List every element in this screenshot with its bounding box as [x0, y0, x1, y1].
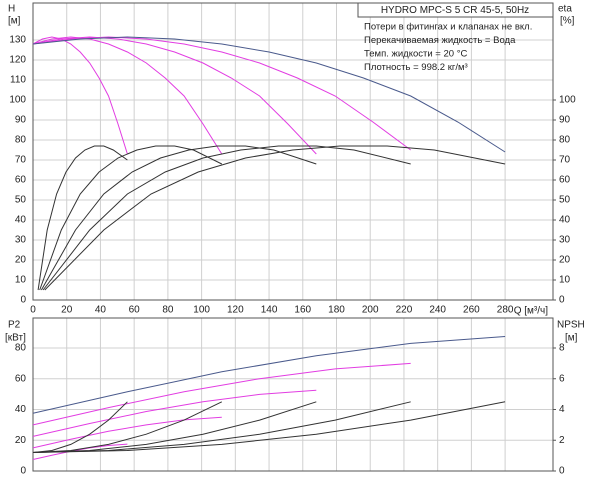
y-tick-label: 50	[15, 195, 27, 206]
y-tick-label: 90	[15, 115, 27, 126]
plot-frame	[32, 2, 554, 301]
curve	[32, 36, 128, 155]
y-tick-label: 80	[15, 343, 27, 354]
y-axis-label: P2	[8, 320, 21, 331]
plot-frame	[32, 317, 554, 472]
y2-tick-label: 70	[559, 155, 571, 166]
x-tick-label: 240	[429, 305, 446, 316]
x-tick-label: 140	[261, 305, 278, 316]
y-axis-unit: [м]	[8, 16, 21, 27]
curve	[32, 36, 317, 155]
y2-tick-label: 8	[559, 343, 565, 354]
y-tick-label: 60	[15, 373, 27, 384]
y-tick-label: 120	[9, 55, 26, 66]
y2-tick-label: 4	[559, 404, 565, 415]
y2-tick-label: 0	[559, 295, 565, 306]
curve	[32, 401, 506, 453]
curve	[32, 443, 128, 460]
y2-tick-label: 40	[559, 215, 571, 226]
x-tick-label: 260	[463, 305, 480, 316]
curve	[32, 416, 222, 449]
curve	[42, 145, 411, 291]
x-axis-label: Q [м³/ч]	[514, 306, 549, 317]
y2-tick-label: 80	[559, 135, 571, 146]
x-tick-label: 0	[30, 305, 36, 316]
y2-tick-label: 30	[559, 235, 571, 246]
curve	[32, 36, 506, 153]
y-tick-label: 100	[9, 95, 26, 106]
title-box	[357, 2, 554, 18]
x-tick-label: 220	[396, 305, 413, 316]
x-tick-label: 20	[61, 305, 73, 316]
y-tick-label: 80	[15, 135, 27, 146]
curve	[32, 401, 223, 453]
curve	[32, 36, 411, 151]
x-tick-label: 60	[129, 305, 141, 316]
y-axis-unit: [кВт]	[5, 333, 26, 344]
y2-axis-unit: [%]	[560, 16, 575, 27]
x-tick-label: 200	[362, 305, 379, 316]
y-tick-label: 60	[15, 175, 27, 186]
y-axis-label: H	[8, 4, 15, 15]
x-tick-label: 120	[227, 305, 244, 316]
annotation: Темп. жидкости = 20 °C	[364, 49, 467, 60]
y2-axis-unit: [м]	[565, 333, 578, 344]
y-tick-label: 20	[15, 435, 27, 446]
annotation: Перекачиваемая жидкость = Вода	[364, 35, 516, 46]
curve	[32, 36, 223, 155]
annotation: Плотность = 998.2 кг/м³	[364, 62, 468, 73]
y2-tick-label: 10	[559, 275, 571, 286]
y-tick-label: 40	[15, 404, 27, 415]
x-tick-label: 40	[95, 305, 107, 316]
y2-axis-label: eta	[558, 4, 572, 15]
annotation: Потери в фитингах и клапанах не вкл.	[364, 22, 532, 33]
y2-tick-label: 2	[559, 435, 565, 446]
curve	[32, 389, 317, 437]
y2-tick-label: 0	[559, 466, 565, 477]
y-tick-label: 20	[15, 255, 27, 266]
y2-tick-label: 50	[559, 195, 571, 206]
y2-tick-label: 20	[559, 255, 571, 266]
curve	[37, 145, 128, 291]
curve	[32, 336, 506, 414]
x-tick-label: 280	[497, 305, 514, 316]
curve	[44, 145, 506, 291]
y-tick-label: 110	[10, 75, 26, 86]
y2-tick-label: 6	[559, 373, 565, 384]
x-tick-label: 160	[294, 305, 311, 316]
curve	[39, 145, 223, 291]
curve	[32, 362, 411, 426]
y-tick-label: 40	[15, 215, 27, 226]
y-tick-label: 70	[15, 155, 27, 166]
x-tick-label: 180	[328, 305, 345, 316]
x-tick-label: 80	[162, 305, 174, 316]
y-tick-label: 130	[9, 35, 26, 46]
y-tick-label: 0	[20, 295, 26, 306]
y2-tick-label: 60	[559, 175, 571, 186]
chart-title: HYDRO MPC-S 5 CR 45-5, 50Hz	[381, 5, 529, 16]
x-tick-label: 100	[193, 305, 210, 316]
curve	[32, 401, 128, 453]
y2-tick-label: 100	[559, 95, 576, 106]
y-tick-label: 0	[20, 466, 26, 477]
y-tick-label: 10	[15, 275, 27, 286]
y2-axis-label: NPSH	[557, 320, 585, 331]
y-tick-label: 30	[15, 235, 27, 246]
y2-tick-label: 90	[559, 115, 571, 126]
